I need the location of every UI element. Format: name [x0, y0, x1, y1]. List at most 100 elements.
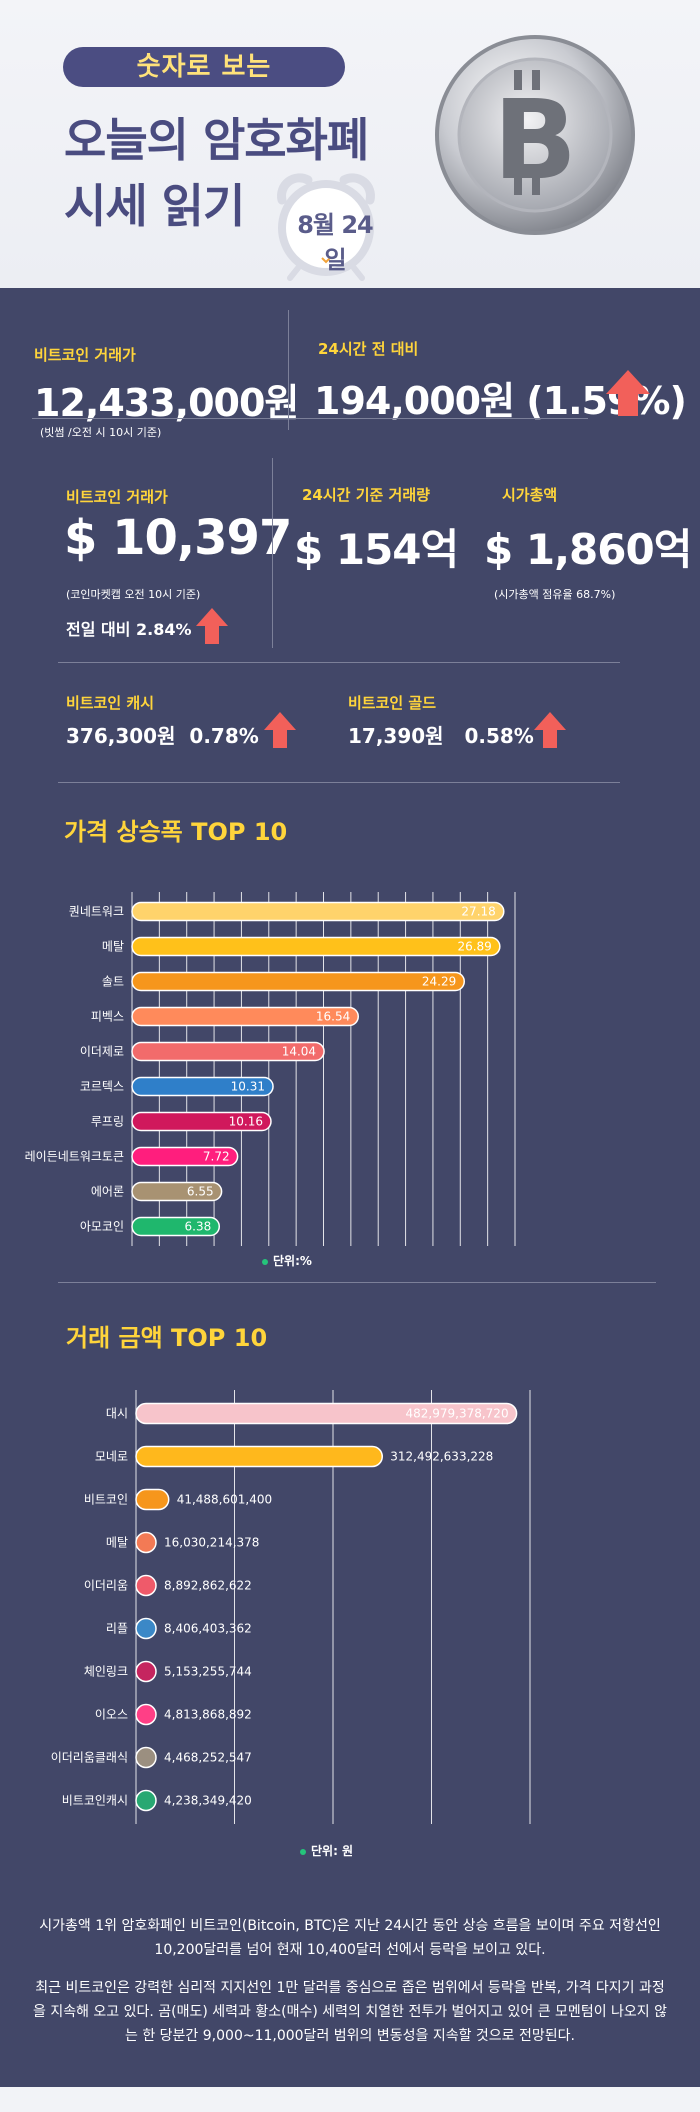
bitcoin-gold-value: 17,390원 0.58% — [348, 724, 534, 748]
rise-unit-text: 단위:% — [273, 1254, 312, 1268]
divider — [32, 418, 588, 419]
bar — [135, 1445, 383, 1468]
category-label: 모네로 — [95, 1450, 128, 1464]
usd-price-label: 비트코인 거래가 — [66, 488, 168, 506]
category-label: 체인링크 — [84, 1665, 128, 1679]
value-label: 10.16 — [229, 1115, 263, 1129]
value-label: 27.18 — [461, 905, 495, 919]
bar — [135, 1617, 157, 1640]
bar — [135, 1789, 157, 1812]
value-label: 16.54 — [316, 1010, 350, 1024]
value-label: 10.31 — [231, 1080, 265, 1094]
usd-price-value: $ 10,397 — [64, 510, 292, 566]
category-label: 이더리움클래식 — [51, 1751, 128, 1765]
value-label: 312,492,633,228 — [390, 1450, 493, 1464]
value-label: 14.04 — [282, 1045, 316, 1059]
category-label: 비트코인캐시 — [62, 1794, 128, 1808]
value-label: 8,892,862,622 — [164, 1579, 252, 1593]
value-label: 41,488,601,400 — [177, 1493, 272, 1507]
bar — [131, 1041, 325, 1062]
value-label: 6.55 — [187, 1185, 214, 1199]
bitcoin-coin-icon: B — [435, 35, 635, 235]
bar — [131, 936, 501, 957]
krw-price-note: (빗썸 /오전 시 10시 기준) — [40, 426, 162, 439]
category-label: 이더제로 — [80, 1045, 124, 1059]
category-label: 루프링 — [91, 1115, 124, 1129]
bar — [135, 1488, 170, 1511]
bar — [131, 971, 466, 992]
paragraph-1: 시가총액 1위 암호화폐인 비트코인(Bitcoin, BTC)은 지난 24시… — [39, 1918, 661, 1958]
value-label: 6.38 — [185, 1220, 212, 1234]
bar — [135, 1402, 518, 1425]
header-pill: 숫자로 보는 — [63, 47, 345, 87]
divider — [58, 782, 620, 783]
volume-section-title: 거래 금액 TOP 10 — [66, 1324, 268, 1352]
category-label: 메탈 — [102, 940, 124, 954]
market-cap-value: $ 1,860억 — [484, 525, 692, 574]
category-label: 대시 — [106, 1407, 128, 1421]
rise-section-title: 가격 상승폭 TOP 10 — [64, 818, 288, 846]
rise-unit: 단위:% — [262, 1252, 312, 1269]
category-label: 비트코인 — [84, 1493, 128, 1507]
category-label: 솔트 — [102, 975, 124, 989]
category-label: 이더리움 — [84, 1579, 128, 1593]
value-label: 16,030,214,378 — [164, 1536, 259, 1550]
page-title-line1: 오늘의 암호화폐 — [64, 113, 369, 167]
alarm-clock-icon — [277, 173, 375, 281]
value-label: 5,153,255,744 — [164, 1665, 252, 1679]
volume-value: $ 154억 — [294, 525, 459, 574]
market-cap-label: 시가총액 — [502, 486, 558, 504]
krw-change-label: 24시간 전 대비 — [318, 340, 419, 358]
value-label: 8,406,403,362 — [164, 1622, 252, 1636]
paragraph-2: 최근 비트코인은 강력한 심리적 지지선인 1만 달러를 중심으로 좁은 범위에… — [32, 1980, 667, 2044]
category-label: 코르텍스 — [80, 1080, 124, 1094]
up-arrow-icon — [264, 712, 296, 748]
category-label: 리플 — [106, 1622, 128, 1636]
page-title-line2: 시세 읽기 — [64, 179, 245, 233]
bar — [135, 1746, 157, 1769]
value-label: 4,813,868,892 — [164, 1708, 252, 1722]
bitcoin-cash-value: 376,300원 0.78% — [66, 724, 259, 748]
value-label: 24.29 — [422, 975, 456, 989]
bar — [135, 1531, 157, 1554]
volume-chart-svg: 대시 482,979,378,720 모네로 312,492,633,228 비트코인 4… — [51, 1390, 531, 1824]
divider — [58, 1282, 656, 1283]
volume-label: 24시간 기준 거래량 — [302, 486, 430, 504]
main-content: 비트코인 거래가 12,433,000원 (빗썸 /오전 시 10시 기준) 2… — [0, 288, 700, 2087]
up-arrow-icon — [606, 370, 650, 416]
volume-unit-text: 단위: 원 — [311, 1844, 354, 1858]
value-label: 7.72 — [203, 1150, 230, 1164]
rise-chart-svg: 퀀네트워크 27.18 메탈 26.89 솔트 24.29 피벡스 16.54 이더제로 14.0… — [25, 892, 516, 1246]
header: 숫자로 보는 오늘의 암호화폐 시세 읽기 8월 24일 B — [0, 0, 700, 288]
bar — [131, 901, 505, 922]
krw-price-value: 12,433,000원 — [34, 381, 299, 425]
value-label: 482,979,378,720 — [406, 1407, 509, 1421]
rise-chart: 퀀네트워크 27.18 메탈 26.89 솔트 24.29 피벡스 16.54 이더제로 14.0… — [0, 878, 700, 1538]
volume-unit: 단위: 원 — [300, 1842, 353, 1859]
value-label: 4,468,252,547 — [164, 1751, 252, 1765]
category-label: 아모코인 — [80, 1220, 124, 1234]
category-label: 이오스 — [95, 1708, 128, 1722]
category-label: 퀀네트워크 — [69, 905, 124, 919]
bitcoin-gold-label: 비트코인 골드 — [348, 694, 437, 712]
value-label: 4,238,349,420 — [164, 1794, 252, 1808]
bar — [131, 1111, 272, 1132]
divider — [58, 662, 620, 663]
bar — [131, 1181, 223, 1202]
category-label: 레이든네트워크토큰 — [25, 1150, 124, 1164]
usd-daily-change: 전일 대비 2.84% — [66, 620, 192, 639]
up-arrow-icon — [196, 608, 228, 644]
bitcoin-cash-label: 비트코인 캐시 — [66, 694, 155, 712]
bar — [135, 1660, 157, 1683]
divider — [272, 458, 273, 648]
category-label: 메탈 — [106, 1536, 128, 1550]
market-cap-note: (시가총액 점유율 68.7%) — [494, 588, 616, 601]
category-label: 에어론 — [91, 1185, 124, 1199]
category-label: 피벡스 — [91, 1010, 124, 1024]
bar — [131, 1076, 274, 1097]
bar — [131, 1146, 239, 1167]
date-label: 8월 24일 — [297, 211, 374, 274]
divider — [288, 310, 289, 430]
krw-price-label: 비트코인 거래가 — [34, 346, 136, 364]
bar — [135, 1574, 157, 1597]
